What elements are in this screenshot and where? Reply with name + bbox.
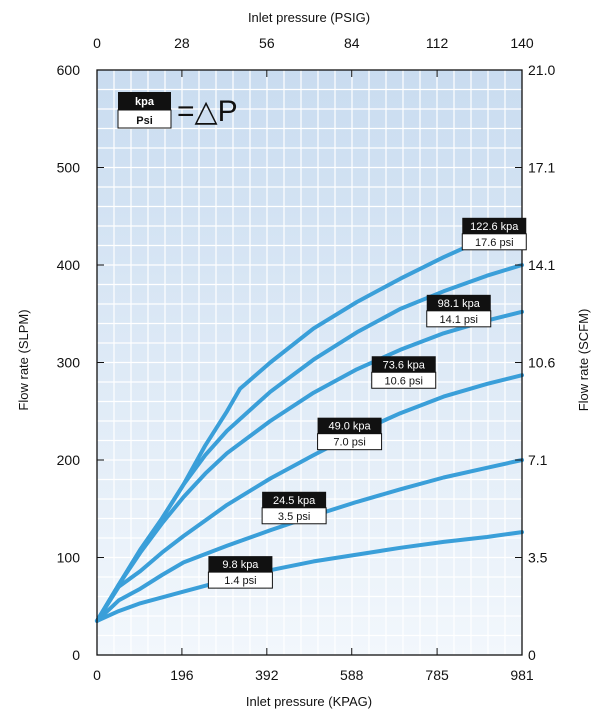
series-label-top-box xyxy=(262,491,327,508)
x-tick-top-label: 28 xyxy=(174,35,190,51)
y-tick-right-label: 0 xyxy=(528,647,536,663)
y-tick-left-label: 100 xyxy=(57,550,81,566)
y-tick-right-label: 17.1 xyxy=(528,160,555,176)
series-label-sub: 14.1 psi xyxy=(439,314,478,326)
series-label-sub: 1.4 psi xyxy=(224,575,256,587)
legend-top-text: kpa xyxy=(135,96,155,108)
series-label-top-box xyxy=(317,417,382,434)
series-label-name: 122.6 kpa xyxy=(470,221,519,233)
series-label-sub: 10.6 psi xyxy=(384,375,423,387)
y-tick-left-label: 300 xyxy=(57,355,81,371)
x-tick-bottom-label: 785 xyxy=(425,667,449,683)
y-axis-title-left: Flow rate (SLPM) xyxy=(16,309,31,410)
series-label-bottom-box xyxy=(371,371,437,389)
y-tick-right-label: 7.1 xyxy=(528,452,548,468)
series-label-bottom-box xyxy=(461,233,527,251)
series-label-sub: 7.0 psi xyxy=(333,437,365,449)
series-line-1 xyxy=(95,530,524,623)
y-tick-right-label: 3.5 xyxy=(528,550,548,566)
series-label-top-box xyxy=(208,556,273,573)
series-label-sub: 3.5 psi xyxy=(278,511,310,523)
legend-delta-p: =△P xyxy=(177,95,238,128)
series-label-name: 9.8 kpa xyxy=(222,559,259,571)
y-tick-right-label: 14.1 xyxy=(528,257,555,273)
series-label-bottom-box xyxy=(426,310,492,328)
x-tick-top-label: 140 xyxy=(510,35,534,51)
series-label-3: 49.0 kpa 7.0 psi xyxy=(317,417,383,451)
y-axis-title-right: Flow rate (SCFM) xyxy=(576,309,591,412)
series-label-name: 98.1 kpa xyxy=(438,298,481,310)
legend-bottom-text: Psi xyxy=(136,115,153,127)
series-label-top-box xyxy=(426,294,491,311)
series-line-3 xyxy=(95,373,524,623)
series-line-6 xyxy=(95,219,524,623)
x-axis-title-top: Inlet pressure (PSIG) xyxy=(248,10,370,25)
series-label-6: 122.6 kpa 17.6 psi xyxy=(461,217,527,251)
x-axis-title-bottom: Inlet pressure (KPAG) xyxy=(246,694,372,709)
series-labels: 9.8 kpa 1.4 psi 24.5 kpa 3.5 psi 49.0 kpa 7.0… xyxy=(207,217,527,589)
x-tick-top-label: 0 xyxy=(93,35,101,51)
x-tick-top-label: 84 xyxy=(344,35,360,51)
series-label-5: 98.1 kpa 14.1 psi xyxy=(426,294,492,328)
series-label-bottom-box xyxy=(317,433,383,451)
x-tick-bottom-label: 588 xyxy=(340,667,364,683)
legend-bottom-box xyxy=(117,109,172,129)
y-tick-left-label: 500 xyxy=(57,160,81,176)
x-tick-bottom-label: 392 xyxy=(255,667,279,683)
series-label-1: 9.8 kpa 1.4 psi xyxy=(207,556,273,589)
x-tick-bottom-label: 981 xyxy=(510,667,534,683)
series-label-bottom-box xyxy=(261,507,327,525)
x-tick-top-label: 56 xyxy=(259,35,275,51)
y-tick-left-label: 400 xyxy=(57,257,81,273)
x-tick-bottom-label: 196 xyxy=(170,667,194,683)
series-label-name: 24.5 kpa xyxy=(273,495,316,507)
series-label-name: 73.6 kpa xyxy=(383,359,426,371)
y-tick-right-label: 21.0 xyxy=(528,62,555,78)
legend-top-box xyxy=(118,92,171,110)
axis-ticks: 0 196 392 588 785 981 0 28 56 84 112 140 0 100 200 300 4… xyxy=(57,35,556,683)
series-label-2: 24.5 kpa 3.5 psi xyxy=(261,491,327,525)
series-label-top-box xyxy=(462,217,527,234)
series-label-sub: 17.6 psi xyxy=(475,237,514,249)
series-line-2 xyxy=(95,458,524,623)
legend-box: kpa Psi =△P xyxy=(117,92,238,129)
series-label-4: 73.6 kpa 10.6 psi xyxy=(371,356,437,389)
series-label-bottom-box xyxy=(207,571,273,589)
x-tick-bottom-label: 0 xyxy=(93,667,101,683)
series-label-name: 49.0 kpa xyxy=(328,421,371,433)
y-tick-right-label: 10.6 xyxy=(528,355,555,371)
series-label-top-box xyxy=(371,356,436,373)
x-tick-top-label: 112 xyxy=(426,35,449,51)
y-tick-left-label: 600 xyxy=(57,62,81,78)
series-lines xyxy=(95,219,524,623)
y-tick-left-label: 0 xyxy=(72,647,80,663)
y-tick-left-label: 200 xyxy=(57,452,81,468)
